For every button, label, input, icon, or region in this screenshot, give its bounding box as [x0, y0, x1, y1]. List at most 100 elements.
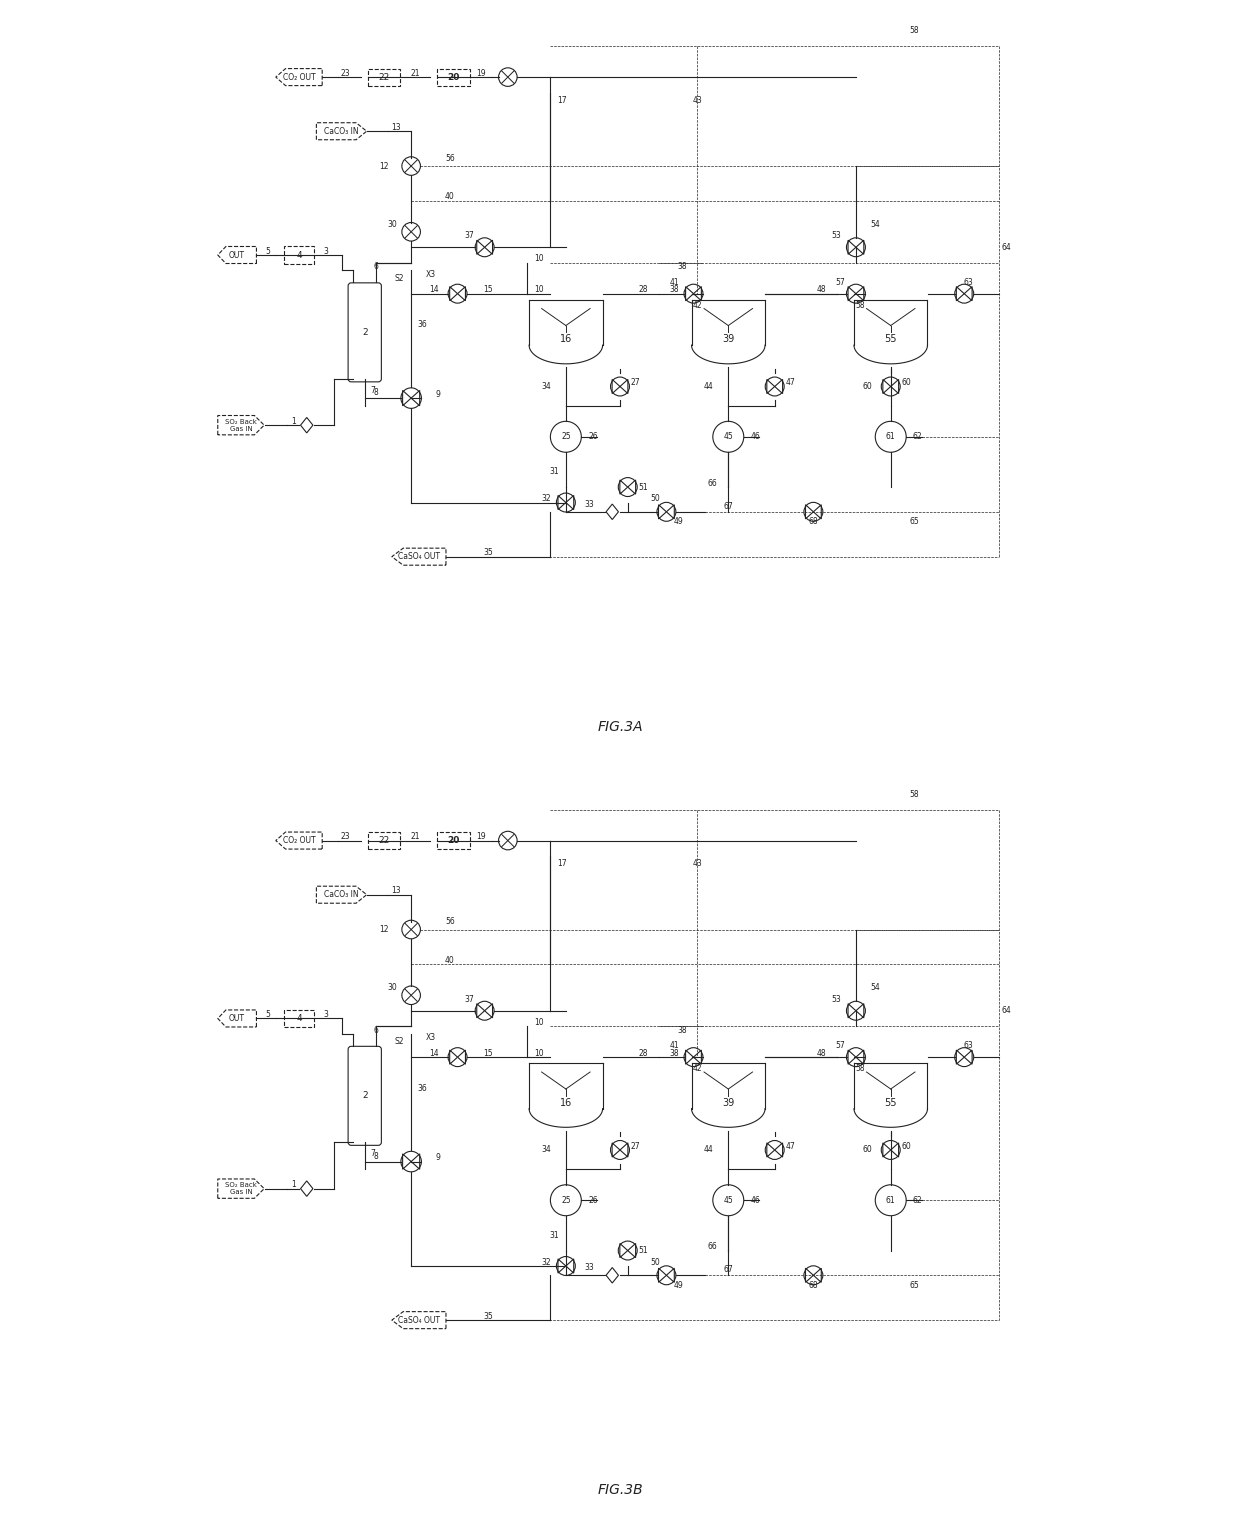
- Text: 26: 26: [588, 1196, 598, 1205]
- Text: 30: 30: [387, 219, 397, 228]
- Text: 42: 42: [692, 301, 702, 310]
- Polygon shape: [565, 496, 574, 510]
- Text: 51: 51: [639, 1246, 649, 1255]
- Text: 66: 66: [708, 479, 718, 488]
- Text: 32: 32: [542, 494, 552, 503]
- Text: 36: 36: [418, 1083, 428, 1092]
- Text: 42: 42: [692, 1065, 702, 1074]
- Bar: [284, 246, 315, 263]
- Text: 62: 62: [913, 1196, 923, 1205]
- Text: 16: 16: [559, 335, 572, 344]
- Polygon shape: [606, 1267, 619, 1284]
- Polygon shape: [613, 1142, 620, 1157]
- Text: 39: 39: [722, 1098, 734, 1107]
- Circle shape: [551, 1185, 582, 1215]
- Text: 4: 4: [296, 1015, 301, 1024]
- Text: 4: 4: [296, 251, 301, 260]
- Polygon shape: [450, 1049, 458, 1065]
- Text: CO₂ OUT: CO₂ OUT: [283, 73, 315, 82]
- Text: 1: 1: [291, 417, 296, 426]
- Text: 39: 39: [722, 335, 734, 344]
- Text: 41: 41: [670, 1040, 680, 1049]
- Polygon shape: [813, 505, 821, 519]
- Text: 19: 19: [476, 832, 486, 841]
- Text: 68: 68: [808, 1281, 818, 1290]
- Text: 56: 56: [445, 154, 455, 163]
- Polygon shape: [806, 505, 813, 519]
- Text: 35: 35: [484, 548, 494, 557]
- Bar: [368, 832, 401, 849]
- Text: 17: 17: [557, 96, 567, 105]
- Polygon shape: [775, 379, 782, 394]
- Polygon shape: [658, 505, 666, 519]
- Text: 10: 10: [534, 1018, 543, 1027]
- Polygon shape: [693, 286, 702, 301]
- Polygon shape: [856, 1004, 864, 1018]
- Polygon shape: [766, 379, 775, 394]
- Text: 54: 54: [870, 219, 880, 228]
- Text: 6: 6: [374, 262, 378, 271]
- Polygon shape: [275, 68, 322, 85]
- Text: 38: 38: [677, 1025, 687, 1034]
- Polygon shape: [476, 240, 485, 254]
- Polygon shape: [485, 1004, 492, 1018]
- Polygon shape: [686, 286, 693, 301]
- Text: 25: 25: [560, 432, 570, 441]
- Text: S2: S2: [394, 1037, 404, 1046]
- Bar: [438, 68, 470, 85]
- Text: 20: 20: [448, 73, 460, 82]
- Text: 51: 51: [639, 482, 649, 491]
- Polygon shape: [627, 1244, 636, 1258]
- Text: FIG.3B: FIG.3B: [598, 1483, 642, 1497]
- Text: 67: 67: [723, 1265, 733, 1275]
- Text: 2: 2: [362, 329, 367, 336]
- Text: 3: 3: [324, 1010, 329, 1019]
- Text: 5: 5: [265, 1010, 270, 1019]
- Text: 23: 23: [341, 832, 350, 841]
- Polygon shape: [856, 1049, 864, 1065]
- Text: 6: 6: [374, 1025, 378, 1034]
- Text: 7: 7: [370, 1150, 374, 1159]
- Text: 68: 68: [808, 517, 818, 526]
- Polygon shape: [848, 1049, 856, 1065]
- Text: 27: 27: [631, 379, 640, 388]
- Text: 3: 3: [324, 246, 329, 256]
- Polygon shape: [848, 1004, 856, 1018]
- Polygon shape: [485, 240, 492, 254]
- Text: 63: 63: [963, 1040, 973, 1049]
- Text: 58: 58: [854, 301, 864, 310]
- Text: 9: 9: [435, 389, 440, 399]
- Text: 53: 53: [832, 231, 842, 240]
- Text: 28: 28: [639, 1049, 649, 1057]
- Polygon shape: [775, 1142, 782, 1157]
- Polygon shape: [275, 832, 322, 849]
- Text: 31: 31: [549, 467, 559, 476]
- Text: 12: 12: [379, 161, 389, 170]
- Text: 2: 2: [362, 1092, 367, 1100]
- Polygon shape: [686, 1049, 693, 1065]
- Text: 64: 64: [1002, 1007, 1012, 1015]
- Text: 10: 10: [534, 1049, 543, 1057]
- Text: CaSO₄ OUT: CaSO₄ OUT: [398, 552, 440, 561]
- Text: 40: 40: [445, 193, 455, 201]
- Text: 41: 41: [670, 277, 680, 286]
- Polygon shape: [300, 1180, 312, 1197]
- Text: 60: 60: [901, 379, 911, 388]
- Text: 44: 44: [704, 382, 714, 391]
- Text: 10: 10: [534, 286, 543, 294]
- Text: 5: 5: [265, 246, 270, 256]
- Polygon shape: [613, 379, 620, 394]
- Text: 16: 16: [559, 1098, 572, 1107]
- Polygon shape: [848, 240, 856, 254]
- Text: CO₂ OUT: CO₂ OUT: [283, 837, 315, 846]
- Text: 27: 27: [631, 1142, 640, 1150]
- Text: 37: 37: [464, 231, 474, 240]
- Polygon shape: [620, 481, 627, 494]
- Text: 53: 53: [832, 995, 842, 1004]
- Text: 37: 37: [464, 995, 474, 1004]
- Text: 14: 14: [429, 1049, 439, 1057]
- Text: 22: 22: [378, 837, 389, 846]
- Text: 43: 43: [692, 96, 702, 105]
- Text: 43: 43: [692, 859, 702, 868]
- Polygon shape: [458, 1049, 465, 1065]
